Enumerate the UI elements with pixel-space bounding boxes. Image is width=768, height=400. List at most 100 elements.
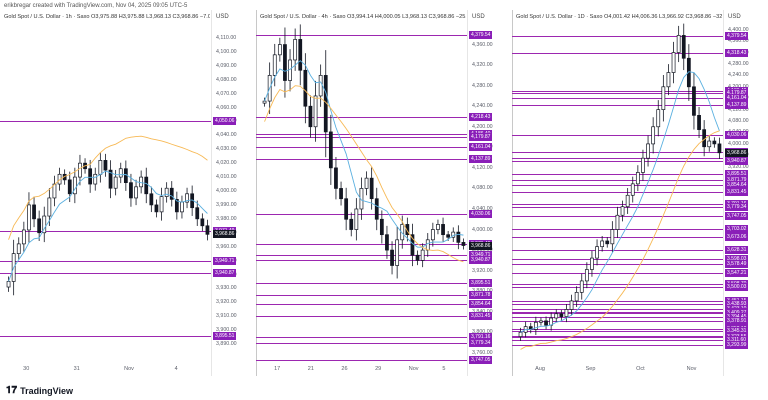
candle-body [630,183,635,196]
level-line[interactable] [512,316,724,318]
level-tag: 4,179.87 [725,88,749,97]
level-line[interactable] [512,250,724,251]
level-line[interactable] [512,52,724,54]
candle-body [303,69,308,107]
candle-body [298,39,303,71]
candle-body [262,100,267,104]
level-line[interactable] [512,237,724,239]
level-line[interactable] [512,345,724,347]
level-line[interactable] [0,260,212,262]
level-line[interactable] [512,286,724,288]
level-line[interactable] [256,146,468,148]
level-line[interactable] [512,185,724,187]
level-line[interactable] [256,117,468,119]
level-line[interactable] [256,359,468,361]
candle-body [579,280,584,293]
level-line[interactable] [256,255,468,257]
level-line[interactable] [512,340,724,342]
level-line[interactable] [256,304,468,306]
level-tag: 3,895.51 [213,332,237,341]
level-line[interactable] [512,304,724,306]
time-tick: Nov [408,366,419,372]
candle-body [159,196,164,213]
level-line[interactable] [512,284,724,286]
level-line[interactable] [512,206,724,208]
level-line[interactable] [512,92,724,94]
level-line[interactable] [0,336,212,338]
level-line[interactable] [512,104,724,106]
level-line[interactable] [512,180,724,182]
level-line[interactable] [512,337,724,338]
candle-body [174,199,179,213]
last-price-tag: 3,968.86 [213,230,237,239]
chart-panel-4h[interactable]: Gold Spot / U.S. Dollar · 4h · Saxo O3,9… [256,10,513,376]
level-tag: 3,500.03 [725,282,749,291]
level-line[interactable] [512,273,724,275]
level-line[interactable] [512,192,724,193]
candle-body [559,313,564,317]
candle-body [195,207,200,220]
price-axis[interactable]: USD 4,110.00 4,100.00 4,090.00 4,080.00 4,070… [211,10,256,376]
time-tick: 17 [274,366,281,372]
level-line[interactable] [512,328,724,330]
price-tick: 4,030.00 [216,146,237,153]
level-tag: 3,345.31 [725,326,749,335]
level-line[interactable] [512,312,724,314]
level-line[interactable] [256,283,468,285]
level-line[interactable] [512,152,724,154]
level-line[interactable] [256,34,468,36]
level-line[interactable] [512,336,724,338]
level-line[interactable] [512,300,724,302]
level-line[interactable] [512,90,724,92]
level-line[interactable] [0,230,212,232]
level-line[interactable] [512,135,724,137]
level-line[interactable] [512,308,724,310]
level-line[interactable] [512,321,724,323]
level-line[interactable] [256,137,468,139]
level-line[interactable] [512,158,724,160]
candle-body [671,52,676,73]
time-tick: 26 [341,366,348,372]
level-line[interactable] [256,158,468,160]
level-line[interactable] [512,258,724,260]
level-line[interactable] [256,259,468,261]
level-tag: 3,779.34 [469,338,493,347]
moving-average-orange [8,135,208,240]
candle-body [595,246,599,259]
level-line[interactable] [256,342,468,344]
level-line[interactable] [256,316,468,318]
level-line[interactable] [512,173,724,175]
level-tag: 3,394.45 [725,312,749,321]
level-line[interactable] [0,121,212,123]
candle-body [436,224,440,230]
chart-panel-1d[interactable]: Gold Spot / U.S. Dollar · 1D · Saxo O4,0… [512,10,768,376]
level-line[interactable] [256,133,468,135]
level-tag: 3,673.06 [725,233,749,242]
level-tag: 3,949.71 [213,256,237,265]
price-axis[interactable]: USD4,400.004,360.004,320.004,280.004,240… [723,10,768,376]
level-tag: 3,949.71 [469,251,493,260]
level-line[interactable] [512,160,724,162]
candle-body [93,173,98,185]
level-tag: 3,791.16 [469,332,493,341]
price-tick: 4,040.00 [216,132,237,139]
level-line[interactable] [512,97,724,99]
price-tick: 4,060.00 [216,104,237,111]
level-line[interactable] [512,35,724,37]
level-line[interactable] [256,244,468,246]
level-line[interactable] [512,264,724,266]
chart-panel-1h[interactable]: Gold Spot / U.S. Dollar · 1h · Saxo O3,9… [0,10,257,376]
level-line[interactable] [256,336,468,338]
candle-body [37,218,42,234]
candle-body [78,162,82,178]
level-tag: 3,409.27 [725,308,749,317]
level-line[interactable] [256,295,468,297]
price-tick: 4,000.00 [472,226,493,233]
candle-body [334,167,338,189]
level-line[interactable] [512,203,724,205]
time-tick: 30 [23,366,30,372]
price-axis[interactable]: USD 4,360.00 4,320.00 4,280.00 4,240.00 4,200… [467,10,512,376]
level-line[interactable] [0,273,212,275]
level-line[interactable] [256,214,468,216]
level-line[interactable] [512,330,724,332]
